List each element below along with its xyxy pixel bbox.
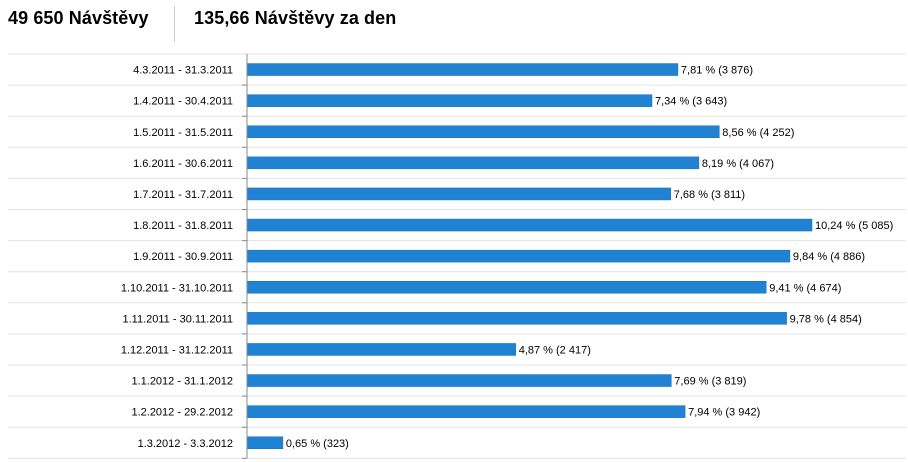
category-label: 4.3.2011 - 31.3.2011 xyxy=(133,65,233,77)
data-label: 9,78 % (4 854) xyxy=(790,313,862,325)
data-label: 8,56 % (4 252) xyxy=(722,127,794,139)
bar[interactable] xyxy=(246,63,679,76)
data-label: 9,41 % (4 674) xyxy=(769,282,841,294)
category-label: 1.7.2011 - 31.7.2011 xyxy=(133,189,233,201)
bar[interactable] xyxy=(246,343,516,356)
data-label: 7,94 % (3 942) xyxy=(688,407,760,419)
data-label: 7,68 % (3 811) xyxy=(674,189,745,201)
bar[interactable] xyxy=(246,312,787,325)
data-label: 4,87 % (2 417) xyxy=(519,344,591,356)
bar[interactable] xyxy=(246,281,767,294)
data-label: 7,81 % (3 876) xyxy=(681,65,753,77)
data-label: 9,84 % (4 886) xyxy=(793,251,865,263)
data-label: 7,34 % (3 643) xyxy=(655,96,727,108)
bar[interactable] xyxy=(246,374,672,387)
data-label: 0,65 % (323) xyxy=(286,438,349,450)
category-label: 1.6.2011 - 30.6.2011 xyxy=(133,158,233,170)
category-label: 1.11.2011 - 30.11.2011 xyxy=(123,313,234,325)
bar[interactable] xyxy=(246,187,671,201)
category-label: 1.4.2011 - 30.4.2011 xyxy=(133,96,233,108)
bar[interactable] xyxy=(246,436,284,449)
category-label: 1.9.2011 - 30.9.2011 xyxy=(133,251,233,263)
category-label: 1.2.2012 - 29.2.2012 xyxy=(131,407,233,419)
category-label: 1.3.2012 - 3.3.2012 xyxy=(138,438,233,450)
data-label: 7,69 % (3 819) xyxy=(674,376,746,388)
bar[interactable] xyxy=(246,94,653,107)
total-visits: 49 650 Návštěvy xyxy=(8,8,149,28)
category-label: 1.5.2011 - 31.5.2011 xyxy=(133,127,233,139)
bar[interactable] xyxy=(246,156,700,170)
visits-per-day: 135,66 Návštěvy za den xyxy=(194,8,397,28)
stats-header: 49 650 Návštěvy 135,66 Návštěvy za den xyxy=(0,0,908,44)
data-label: 8,19 % (4 067) xyxy=(702,158,774,170)
data-label: 10,24 % (5 085) xyxy=(815,220,893,232)
bar[interactable] xyxy=(246,249,791,263)
category-label: 1.12.2011 - 31.12.2011 xyxy=(121,344,233,356)
bar[interactable] xyxy=(246,125,720,138)
category-label: 1.8.2011 - 31.8.2011 xyxy=(133,220,233,232)
category-label: 1.1.2012 - 31.1.2012 xyxy=(131,376,233,388)
category-label: 1.10.2011 - 31.10.2011 xyxy=(121,282,233,294)
bar[interactable] xyxy=(246,405,686,418)
stats-divider xyxy=(174,6,175,42)
bar[interactable] xyxy=(246,218,813,232)
